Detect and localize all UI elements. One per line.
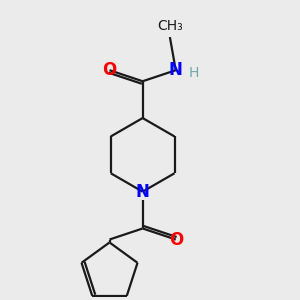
Text: N: N (136, 183, 150, 201)
Text: H: H (188, 66, 199, 80)
Text: O: O (169, 230, 184, 248)
Text: N: N (169, 61, 183, 79)
Text: O: O (102, 61, 116, 79)
Text: CH₃: CH₃ (157, 19, 183, 33)
